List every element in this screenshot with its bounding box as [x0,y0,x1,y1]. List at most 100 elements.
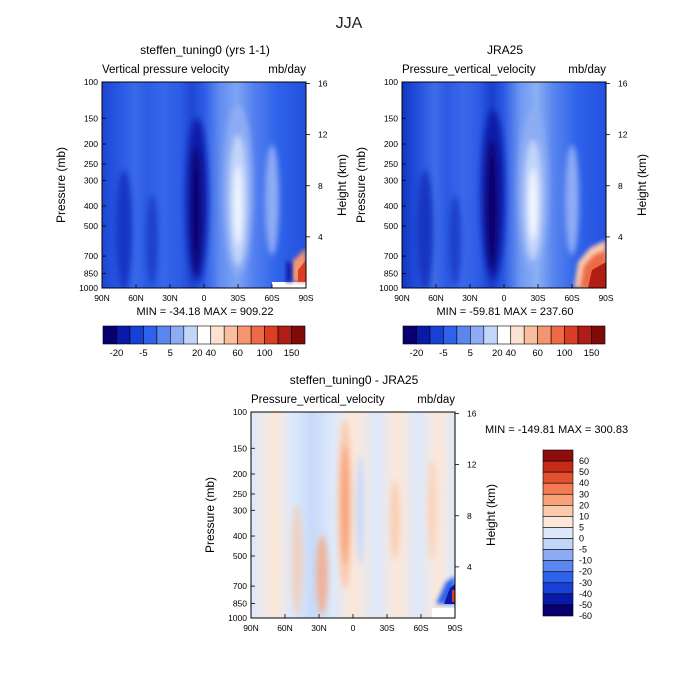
y2-tick-label: 8 [318,181,323,191]
colorbar-label: 5 [468,348,473,359]
y-tick-label: 300 [384,175,398,185]
colorbar-label: 5 [168,348,173,359]
y2-tick-label: 12 [618,130,628,140]
panel-diff-field [251,412,455,618]
y2-tick-label: 12 [318,130,328,140]
colorbar-swatch [542,538,574,550]
panel-obs-colorbar: -20 -5 5 20 40 60 100 150 [402,325,606,359]
colorbar-swatch [542,449,574,462]
colorbar-label: 30 [579,489,589,499]
colorbar-swatch [542,516,574,528]
panel-obs-field [402,82,606,288]
colorbar-swatch [116,325,131,345]
y-tick-label: 200 [384,139,398,149]
colorbar-label: 150 [284,348,300,359]
colorbar-swatch [577,325,592,345]
y-tick-label: 150 [233,443,247,453]
x-tick-label: 0 [351,623,356,633]
y-tick-label: 300 [84,175,98,185]
colorbar-swatch [542,460,574,473]
panel-diff-subtitle: Pressure_vertical_velocity [251,394,385,406]
y2-tick-label: 4 [467,562,472,572]
y-tick-label: 250 [84,159,98,169]
panel-diff-units: mb/day [417,394,455,406]
colorbar-swatch [542,482,574,495]
colorbar-label: -5 [439,348,447,359]
y-tick-label: 200 [233,469,247,479]
y-tick-label: 400 [384,201,398,211]
colorbar-label: -20 [110,348,124,359]
x-tick-label: 60N [277,623,293,633]
x-tick-label: 0 [202,293,207,303]
y-axis-title: Pressure (mb) [203,477,217,553]
panel-model-title: steffen_tuning0 (yrs 1-1) [140,43,270,57]
colorbar-swatch [510,325,525,345]
colorbar-swatch [223,325,238,345]
colorbar-swatch [456,325,471,345]
colorbar-label: 60 [232,348,243,359]
panel-diff-axes: 90N 60N 30N 0 30S 60S 90S 100 150 200 250 300 400 500… [203,407,498,633]
colorbar-swatch [550,325,565,345]
x-tick-label: 30S [530,293,545,303]
x-tick-label: 60S [264,293,279,303]
colorbar-swatch [483,325,498,345]
panel-model-subtitle: Vertical pressure velocity [102,64,229,76]
y-tick-label: 500 [84,221,98,231]
y-tick-label: 150 [384,113,398,123]
colorbar-label: -30 [579,578,592,588]
y2-tick-label: 16 [467,409,477,419]
x-tick-label: 0 [502,293,507,303]
y2-tick-label: 16 [318,79,328,89]
colorbar-label: -20 [410,348,424,359]
y2-tick-label: 8 [618,181,623,191]
colorbar-swatch [291,325,306,345]
y2-axis-title: Height (km) [335,154,349,216]
panel-model-field [102,82,306,288]
y-tick-label: 500 [233,551,247,561]
colorbar-swatch [542,493,574,506]
colorbar-label: 0 [579,534,584,544]
y-tick-label: 700 [233,581,247,591]
panel-model: steffen_tuning0 (yrs 1-1) Vertical press… [54,43,349,359]
x-tick-label: 60S [413,623,428,633]
panel-model-units: mb/day [268,64,306,76]
y2-axis-title: Height (km) [635,154,649,216]
colorbar-swatch [250,325,265,345]
colorbar-label: -5 [139,348,147,359]
colorbar-label: -20 [579,567,592,577]
x-tick-label: 30N [162,293,178,303]
colorbar-label: -50 [579,600,592,610]
colorbar-swatch [183,325,198,345]
colorbar-swatch [237,325,252,345]
colorbar-label: 20 [579,500,589,510]
colorbar-label: 60 [532,348,543,359]
y-tick-label: 500 [384,221,398,231]
colorbar-swatch [496,325,512,345]
panel-model-axes: 90N 60N 30N 0 30S 60S 90S 100 150 200 250 300 400 500… [54,77,349,303]
panel-diff-stats: MIN = -149.81 MAX = 300.83 [485,424,628,436]
colorbar-label: -60 [579,611,592,621]
colorbar-swatch [542,593,574,606]
colorbar-swatch [537,325,552,345]
colorbar-swatch [277,325,292,345]
y-tick-label: 400 [233,531,247,541]
colorbar-label: 20 [192,348,203,359]
y-tick-label: 100 [233,407,247,417]
colorbar-label: 40 [579,478,589,488]
colorbar-swatch [102,325,117,345]
x-tick-label: 90S [447,623,462,633]
colorbar-swatch [542,527,574,539]
y-tick-label: 200 [84,139,98,149]
colorbar-label: 50 [579,467,589,477]
y-tick-label: 850 [384,268,398,278]
colorbar-label: 40 [205,348,216,359]
colorbar-label: 100 [257,348,273,359]
colorbar-swatch [264,325,279,345]
y-tick-label: 100 [84,77,98,87]
colorbar-swatch [170,325,185,345]
x-tick-label: 90S [298,293,313,303]
panel-model-stats: MIN = -34.18 MAX = 909.22 [137,306,274,318]
colorbar-swatch [416,325,431,345]
x-tick-label: 90N [94,293,110,303]
